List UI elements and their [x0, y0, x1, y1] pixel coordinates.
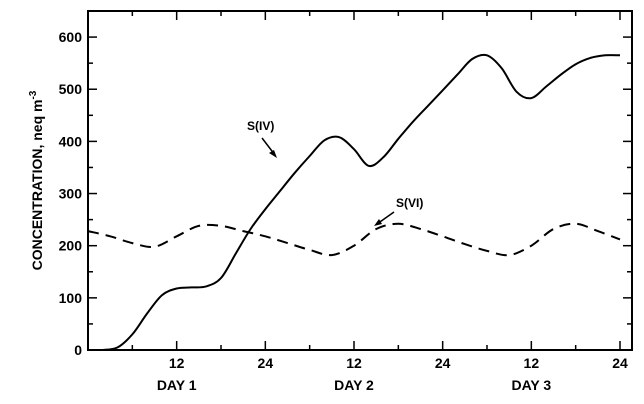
day-label: DAY 3	[511, 377, 551, 393]
plot-frame	[87, 10, 633, 351]
day-label: DAY 1	[157, 377, 197, 393]
x-tick-label: 12	[346, 355, 362, 371]
y-tick-label: 600	[59, 29, 83, 45]
y-tick-label: 100	[59, 290, 83, 306]
tick-labels: 0 100 200 300 400 500 600 12 24 12 24 12 24 DAY 1 DAY …	[59, 29, 628, 393]
y-axis-label-text: CONCENTRATION, neq m	[29, 100, 45, 271]
x-tick-label: 24	[612, 355, 628, 371]
axis-ticks	[87, 10, 632, 351]
y-axis-label-superscript: -3	[28, 90, 39, 99]
series-line-s-iv	[102, 53, 621, 351]
y-tick-label: 400	[59, 133, 83, 149]
y-tick-label: 300	[59, 186, 83, 202]
x-tick-label: 12	[524, 355, 540, 371]
series-lines	[87, 53, 621, 351]
y-axis-label: CONCENTRATION, neq m-3	[28, 90, 45, 270]
x-tick-label: 12	[169, 355, 185, 371]
y-tick-label: 0	[74, 342, 82, 358]
day-label: DAY 2	[334, 377, 374, 393]
series-label-s-vi: S(VI)	[396, 196, 423, 210]
series-line-s-vi	[87, 222, 621, 257]
series-label-s-vi-arrowhead	[374, 219, 382, 226]
x-tick-label: 24	[435, 355, 451, 371]
y-tick-label: 500	[59, 81, 83, 97]
series-label-s-iv-arrowhead	[269, 150, 277, 158]
series-label-s-iv: S(IV)	[247, 119, 274, 133]
x-tick-label: 24	[258, 355, 274, 371]
y-tick-label: 200	[59, 238, 83, 254]
